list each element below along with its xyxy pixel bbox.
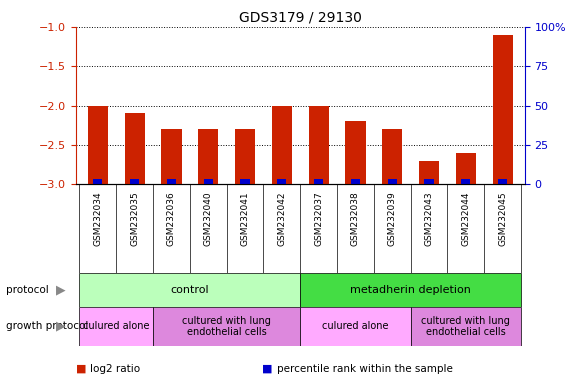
Text: GSM232038: GSM232038: [351, 191, 360, 246]
Text: GSM232037: GSM232037: [314, 191, 323, 246]
Bar: [198, 129, 219, 184]
Text: control: control: [171, 285, 209, 295]
Text: culured alone: culured alone: [322, 321, 389, 331]
FancyBboxPatch shape: [79, 307, 153, 346]
Text: protocol: protocol: [6, 285, 48, 295]
Bar: [125, 114, 145, 184]
Bar: [88, 106, 108, 184]
Text: GSM232034: GSM232034: [93, 191, 103, 246]
Bar: [240, 179, 250, 184]
Text: cultured with lung
endothelial cells: cultured with lung endothelial cells: [182, 316, 271, 337]
Bar: [382, 129, 402, 184]
Bar: [278, 179, 286, 184]
Text: GSM232039: GSM232039: [388, 191, 397, 246]
Bar: [235, 129, 255, 184]
Text: ■: ■: [76, 364, 86, 374]
Text: GSM232035: GSM232035: [130, 191, 139, 246]
Bar: [456, 153, 476, 184]
Bar: [345, 121, 366, 184]
Text: ■: ■: [262, 364, 273, 374]
Text: GSM232045: GSM232045: [498, 191, 507, 246]
Text: GSM232041: GSM232041: [241, 191, 250, 246]
Text: GSM232044: GSM232044: [461, 191, 470, 246]
Text: ▶: ▶: [57, 283, 66, 296]
Bar: [161, 129, 181, 184]
Bar: [308, 106, 329, 184]
Bar: [493, 35, 512, 184]
Bar: [272, 106, 292, 184]
Text: metadherin depletion: metadherin depletion: [350, 285, 471, 295]
Text: ▶: ▶: [57, 320, 66, 333]
Text: growth protocol: growth protocol: [6, 321, 88, 331]
Text: log2 ratio: log2 ratio: [90, 364, 141, 374]
Bar: [351, 179, 360, 184]
Bar: [130, 179, 139, 184]
Bar: [93, 179, 103, 184]
FancyBboxPatch shape: [300, 307, 410, 346]
FancyBboxPatch shape: [300, 273, 521, 307]
Text: GSM232043: GSM232043: [424, 191, 434, 246]
Text: cultured with lung
endothelial cells: cultured with lung endothelial cells: [422, 316, 510, 337]
Bar: [498, 179, 507, 184]
FancyBboxPatch shape: [79, 273, 300, 307]
Bar: [167, 179, 176, 184]
FancyBboxPatch shape: [153, 307, 300, 346]
Bar: [388, 179, 397, 184]
Bar: [424, 179, 434, 184]
Bar: [461, 179, 470, 184]
Title: GDS3179 / 29130: GDS3179 / 29130: [239, 10, 361, 24]
Text: percentile rank within the sample: percentile rank within the sample: [277, 364, 453, 374]
Text: GSM232040: GSM232040: [203, 191, 213, 246]
Bar: [314, 179, 323, 184]
Text: culured alone: culured alone: [83, 321, 149, 331]
Text: GSM232042: GSM232042: [278, 191, 286, 246]
Text: GSM232036: GSM232036: [167, 191, 176, 246]
Bar: [203, 179, 213, 184]
FancyBboxPatch shape: [410, 307, 521, 346]
Bar: [419, 161, 439, 184]
